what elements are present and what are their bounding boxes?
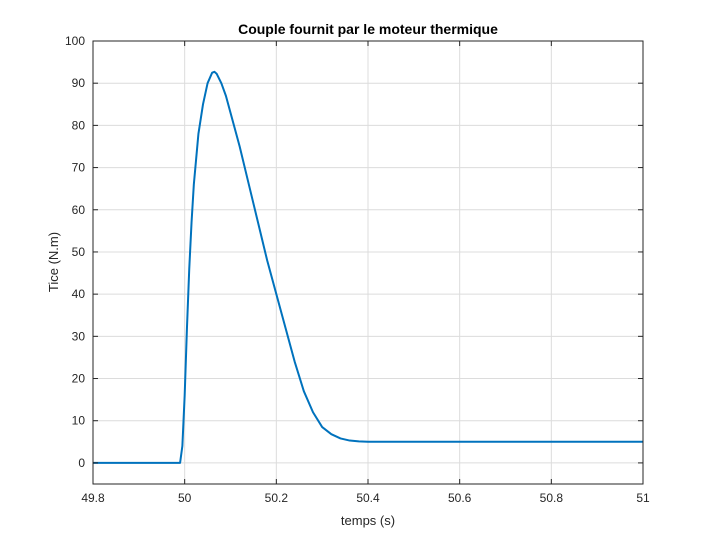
y-tick-label: 10 <box>72 414 86 428</box>
x-tick-label: 50.6 <box>448 491 472 505</box>
y-tick-label: 50 <box>72 245 86 259</box>
y-tick-label: 30 <box>72 329 86 343</box>
y-tick-label: 40 <box>72 287 86 301</box>
x-tick-label: 50.2 <box>265 491 289 505</box>
x-axis-label: temps (s) <box>341 513 395 528</box>
x-tick-label: 49.8 <box>81 491 105 505</box>
x-tick-label: 51 <box>636 491 650 505</box>
x-tick-label: 50 <box>178 491 192 505</box>
y-tick-label: 0 <box>78 456 85 470</box>
y-tick-label: 100 <box>65 34 85 48</box>
x-tick-labels: 49.8 50 50.2 50.4 50.6 50.8 51 <box>81 491 650 505</box>
ticks <box>92 40 644 484</box>
y-tick-label: 60 <box>72 203 86 217</box>
y-axis-label: Tice (N.m) <box>46 232 61 292</box>
series-layer <box>93 70 643 464</box>
y-tick-label: 80 <box>72 118 86 132</box>
y-tick-label: 20 <box>72 372 86 386</box>
y-tick-label: 70 <box>72 161 86 175</box>
y-tick-labels: 0 10 20 30 40 50 60 70 80 90 100 <box>65 34 85 470</box>
x-tick-label: 50.8 <box>540 491 564 505</box>
series-line <box>93 70 643 464</box>
chart-title: Couple fournit par le moteur thermique <box>238 21 498 37</box>
y-tick-label: 90 <box>72 76 86 90</box>
x-tick-label: 50.4 <box>356 491 380 505</box>
